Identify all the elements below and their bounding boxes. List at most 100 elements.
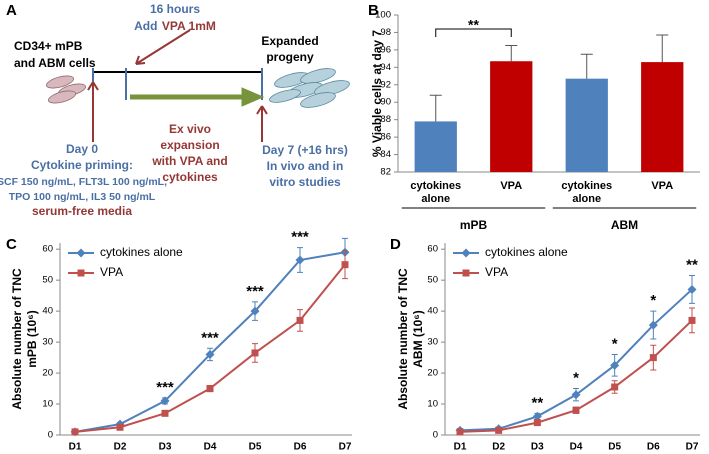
x-tick-label: D2 [114, 442, 127, 453]
error-bar [505, 45, 518, 62]
x-tick-label: D2 [492, 442, 505, 453]
panel-line: D 0 10 20 30 40 50 60 Absolute number of TNC ABM … [390, 236, 700, 453]
x-tick-label: D7 [339, 442, 352, 453]
error-bar [429, 94, 442, 122]
panel-label: B [368, 2, 379, 19]
marker [688, 316, 696, 324]
cytokines: TPO 100 ng/mL, IL3 50 ng/mL [9, 191, 156, 203]
significance: *** [291, 229, 309, 246]
marker [250, 306, 260, 316]
panel-bar: B 82 84 86 88 90 92 94 96 98 100 % Viable cells at … [368, 2, 700, 232]
marker [648, 320, 658, 330]
y-tick-label: 88 [380, 114, 391, 125]
vpa-arrow [135, 29, 191, 65]
marker [206, 385, 214, 393]
significance: * [650, 292, 656, 309]
y-tick-label: 100 [375, 10, 391, 21]
legend-marker [462, 269, 470, 277]
y-tick-label: 50 [42, 275, 53, 286]
y-tick-label: 10 [427, 399, 438, 410]
marker [533, 419, 541, 427]
x-tick-label: D1 [69, 442, 82, 453]
panel-label: C [6, 236, 17, 253]
marker [295, 255, 305, 265]
process-label: cytokines [162, 170, 218, 184]
x-tick-label: cytokines alone [410, 180, 461, 205]
x-tick-label: D4 [204, 442, 217, 453]
process-label: with VPA and [151, 154, 227, 168]
marker [116, 423, 124, 431]
y-tick-label: 0 [433, 430, 438, 441]
error-bar [580, 53, 593, 79]
marker [532, 411, 542, 421]
y-tick-label: 40 [427, 306, 438, 317]
source-label: CD34+ mPB [14, 39, 83, 53]
panel-a: A CD34+ mPB and ABM cells 16 hours Add V… [0, 2, 350, 218]
x-tick-label: cytokines alone [561, 180, 612, 205]
significance: *** [156, 379, 174, 396]
marker [296, 316, 304, 324]
legend-label: cytokines alone [100, 245, 183, 259]
legend-marker [77, 269, 85, 277]
marker [611, 383, 619, 391]
significance: *** [246, 283, 264, 300]
legend-label: VPA [100, 265, 123, 279]
legend-marker [461, 248, 471, 258]
panel-label: A [6, 2, 17, 19]
process-label: Ex vivo [169, 122, 211, 136]
day7-arrow [256, 105, 268, 142]
product-label: Expanded [261, 34, 318, 48]
significance: *** [201, 329, 219, 346]
significance: ** [531, 394, 543, 411]
y-tick-label: 10 [42, 399, 53, 410]
media: serum-free media [32, 204, 132, 218]
cytokines: SCF 150 ng/mL, FLT3L 100 ng/mL, [0, 176, 167, 188]
marker [495, 426, 503, 434]
marker [205, 349, 215, 359]
x-tick-label: VPA [651, 180, 673, 192]
y-tick-label: 50 [427, 275, 438, 286]
error-bar [656, 34, 669, 63]
y-tick-label: 30 [427, 337, 438, 348]
panel-line: C 0 10 20 30 40 50 60 Absolute number of TNC mPB … [6, 229, 352, 453]
legend-label: VPA [485, 265, 508, 279]
x-tick-label: D6 [294, 442, 307, 453]
expansion-arrow [130, 87, 265, 107]
x-tick-label: D5 [608, 442, 621, 453]
x-tick-label: D5 [249, 442, 262, 453]
bar [565, 78, 608, 172]
marker [71, 428, 79, 436]
y-tick-label: 60 [427, 244, 438, 255]
y-tick-label: 0 [48, 430, 53, 441]
significance: * [612, 335, 618, 352]
significance: * [573, 370, 579, 387]
y-tick-label: 30 [42, 337, 53, 348]
significance: ** [686, 256, 698, 273]
y-axis-label: mPB (10⁶) [25, 310, 39, 368]
marker [572, 406, 580, 414]
y-tick-label: 84 [380, 149, 391, 160]
bar [490, 61, 533, 172]
x-tick-label-line: alone [421, 193, 450, 205]
marker [251, 349, 259, 357]
significance-bracket [435, 28, 512, 37]
y-axis-label: % Viable cells at day 7 [370, 30, 384, 158]
marker [341, 261, 349, 269]
day0-arrow [87, 81, 99, 142]
y-tick-label: 98 [380, 27, 391, 38]
priming: Cytokine priming: [31, 158, 133, 172]
significance: ** [468, 17, 479, 33]
treatment-verb: Add [134, 19, 157, 33]
day0: Day 0 [66, 142, 98, 156]
x-tick-label: D3 [159, 442, 172, 453]
day7: Day 7 (+16 hrs) [262, 143, 348, 157]
timing: 16 hours [150, 2, 200, 16]
x-tick-label: D1 [454, 442, 467, 453]
marker [610, 360, 620, 370]
y-tick-label: 86 [380, 132, 391, 143]
x-tick-label: D4 [570, 442, 583, 453]
marker [456, 428, 464, 436]
x-tick-label: D6 [647, 442, 660, 453]
y-tick-label: 90 [380, 97, 391, 108]
